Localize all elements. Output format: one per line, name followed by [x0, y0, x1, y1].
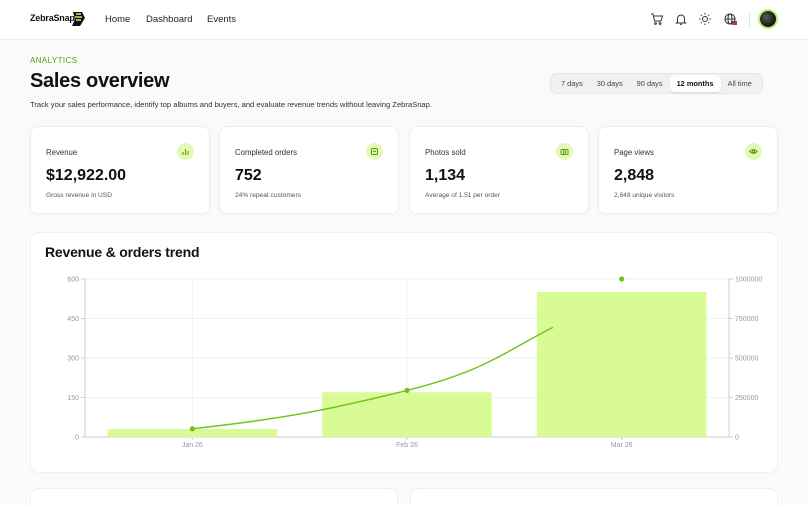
left-tick-label: 0 — [75, 435, 79, 442]
page-title: Sales overview — [30, 70, 170, 92]
bar — [322, 392, 492, 437]
x-tick-label: Jan 26 — [182, 442, 203, 449]
range-option-12-months[interactable]: 12 months — [669, 75, 721, 92]
stat-value: 2,848 — [614, 167, 655, 184]
stat-note: Gross revenue in USD — [46, 192, 112, 199]
orders-point — [619, 276, 625, 282]
right-tick-label: 0 — [735, 435, 739, 442]
stat-label: Page views — [614, 148, 654, 157]
bottom-card-right — [410, 488, 778, 505]
range-option-7-days[interactable]: 7 days — [561, 79, 583, 88]
camera-icon — [556, 143, 573, 160]
orders-point — [404, 387, 410, 393]
range-option-30-days[interactable]: 30 days — [596, 79, 623, 88]
logo-text[interactable]: ZebraSnap — [30, 13, 75, 23]
language-globe-icon[interactable] — [723, 12, 737, 26]
page-subtitle: Track your sales performance, identify t… — [30, 100, 432, 109]
stat-value: 752 — [235, 167, 262, 184]
orders-point — [189, 426, 195, 432]
x-tick-label: Feb 26 — [396, 442, 418, 449]
stat-note: 2,848 unique visitors — [614, 192, 675, 199]
cart-icon[interactable] — [650, 12, 664, 26]
stat-label: Revenue — [46, 148, 78, 157]
stat-card-orders: Completed orders 752 24% repeat customer… — [219, 126, 399, 214]
x-tick-label: Mar 26 — [611, 442, 633, 449]
stat-label: Photos sold — [425, 148, 466, 157]
shopping-bag-icon — [366, 143, 383, 160]
bottom-card-left — [30, 488, 398, 505]
bar-chart-icon — [177, 143, 194, 160]
range-option-90-days[interactable]: 90 days — [636, 79, 663, 88]
user-avatar[interactable] — [758, 9, 778, 29]
eye-icon — [745, 143, 762, 160]
left-tick-label: 600 — [67, 277, 79, 284]
top-nav: ZebraSnap Home Dashboard Events — [0, 0, 808, 40]
nav-link-dashboard[interactable]: Dashboard — [146, 14, 193, 25]
sun-icon[interactable] — [698, 12, 712, 26]
right-tick-label: 750000 — [735, 316, 758, 323]
stat-note: Average of 1.51 per order — [425, 192, 501, 199]
nav-link-home[interactable]: Home — [105, 14, 131, 25]
nav-link-events[interactable]: Events — [207, 14, 237, 25]
left-tick-label: 150 — [67, 395, 79, 402]
right-tick-label: 1000000 — [735, 277, 762, 284]
date-range-selector: 7 days 30 days 90 days 12 months All tim… — [550, 73, 763, 94]
stat-card-revenue: Revenue $12,922.00 Gross revenue in USD — [30, 126, 210, 214]
stat-card-photos: Photos sold 1,134 Average of 1.51 per or… — [409, 126, 589, 214]
zebra-logo-icon[interactable] — [70, 10, 86, 28]
left-tick-label: 450 — [67, 316, 79, 323]
stat-value: $12,922.00 — [46, 167, 127, 184]
nav-divider — [749, 13, 750, 27]
right-tick-label: 500000 — [735, 356, 758, 363]
bell-icon[interactable] — [674, 12, 688, 26]
section-eyebrow: ANALYTICS — [30, 56, 78, 65]
left-tick-label: 300 — [67, 356, 79, 363]
bar — [107, 429, 278, 437]
bar — [536, 292, 707, 437]
revenue-orders-chart: 0 150 300 450 600 0 250000 500000 750000 1000000 J… — [67, 276, 762, 449]
chart-title: Revenue & orders trend — [45, 244, 200, 260]
stat-label: Completed orders — [235, 148, 297, 157]
stat-card-page-views: Page views 2,848 2,848 unique visitors — [598, 126, 778, 214]
revenue-orders-chart-card: Revenue & orders trend 0 150 300 450 600 0 250… — [30, 232, 778, 473]
range-option-all-time[interactable]: All time — [727, 79, 752, 88]
stat-note: 24% repeat customers — [235, 192, 301, 199]
stat-value: 1,134 — [425, 167, 466, 184]
right-tick-label: 250000 — [735, 395, 758, 402]
